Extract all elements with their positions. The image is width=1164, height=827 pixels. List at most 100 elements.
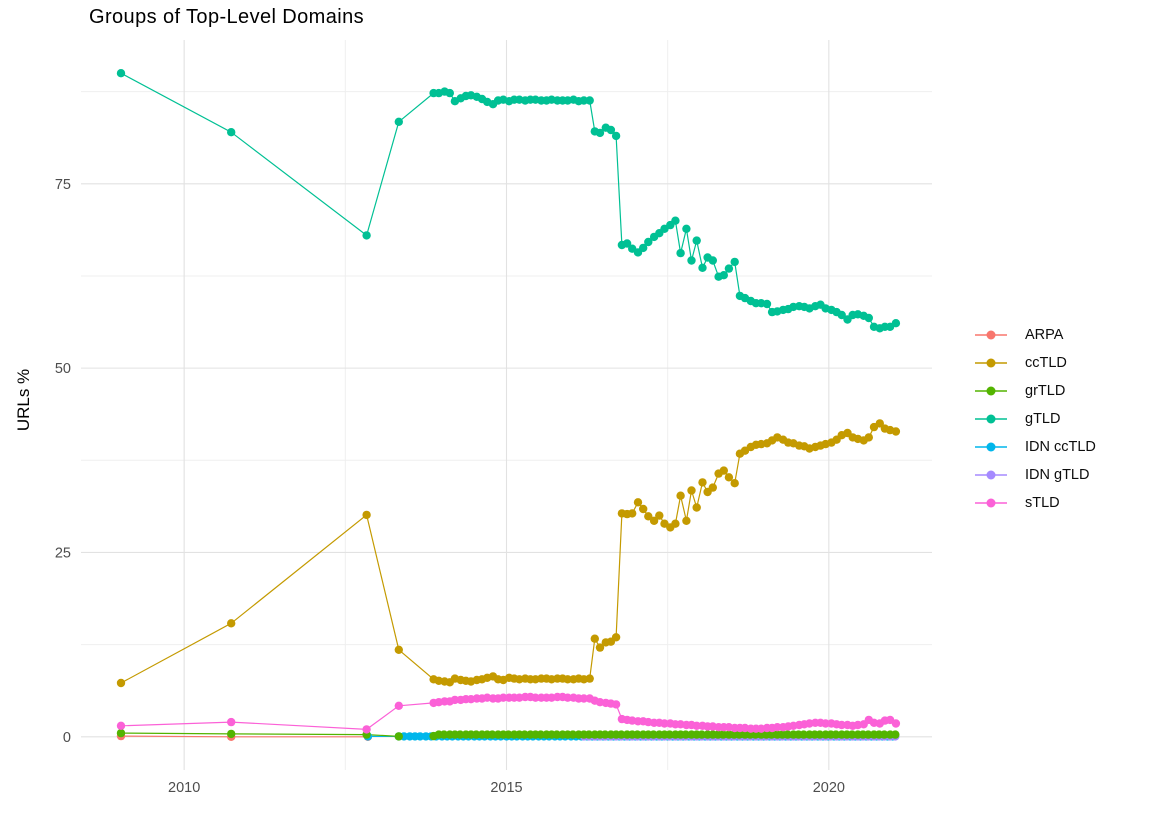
- series-point-gtld: [606, 125, 616, 135]
- series-point-grtld: [488, 730, 497, 739]
- series-point-gtld: [579, 96, 589, 105]
- series-point-grtld: [681, 730, 690, 739]
- series-point-gtld: [622, 239, 632, 248]
- series-point-grtld: [649, 730, 658, 739]
- series-point-cctld: [671, 519, 680, 528]
- series-point-gtld: [708, 256, 717, 265]
- series-point-gtld: [611, 131, 621, 141]
- legend-key-icon: [975, 330, 1007, 340]
- x-tick-label: 2015: [490, 780, 522, 796]
- series-point-gtld: [730, 257, 739, 267]
- legend-key-icon: [975, 358, 1007, 368]
- series-point-grtld: [600, 730, 610, 739]
- series-point-grtld: [617, 730, 626, 739]
- series-point-grtld: [799, 730, 808, 739]
- series-point-grtld: [783, 730, 792, 739]
- series-point-gtld: [682, 224, 691, 233]
- legend: ARPA ccTLD grTLD gTLD IDN ccTLD IDN gTLD sTLD: [974, 321, 1096, 517]
- series-point-idn-cctld: [415, 732, 425, 741]
- series-point-cctld: [639, 504, 648, 514]
- legend-key-dot: [986, 330, 996, 340]
- series-point-gtld: [837, 310, 846, 320]
- series-point-gtld: [116, 69, 126, 78]
- series-point-cctld: [394, 645, 403, 654]
- legend-key-icon: [975, 386, 1007, 396]
- series-point-grtld: [520, 730, 529, 739]
- y-tick-label: 50: [55, 361, 71, 377]
- series-point-cctld: [611, 633, 621, 642]
- legend-label: sTLD: [1025, 495, 1060, 511]
- series-point-gtld: [864, 313, 873, 323]
- y-tick-label: 75: [55, 177, 71, 193]
- series-point-grtld: [536, 730, 545, 739]
- series-point-gtld: [719, 271, 728, 280]
- legend-item-arpa: ARPA: [974, 321, 1096, 349]
- series-point-gtld: [676, 248, 685, 258]
- series-point-stld: [116, 721, 126, 730]
- series-point-grtld: [472, 730, 481, 739]
- series-point-grtld: [718, 730, 728, 739]
- legend-key-dot: [986, 442, 996, 452]
- series-point-grtld: [584, 730, 594, 739]
- series-point-grtld: [665, 730, 674, 739]
- series-point-grtld: [552, 730, 561, 739]
- chart-title: Groups of Top-Level Domains: [89, 6, 365, 28]
- series-point-stld: [579, 694, 589, 703]
- series-point-gtld: [762, 299, 772, 309]
- legend-item-gtld: gTLD: [974, 405, 1096, 433]
- series-line-gtld: [120, 72, 897, 329]
- series-point-cctld: [628, 509, 637, 518]
- legend-key-icon: [975, 442, 1007, 452]
- series-point-grtld: [116, 728, 126, 738]
- series-point-gtld: [445, 88, 454, 98]
- legend-label: ARPA: [1025, 327, 1064, 343]
- series-point-grtld: [864, 730, 873, 739]
- series-point-cctld: [362, 510, 371, 520]
- legend-label: grTLD: [1025, 383, 1066, 399]
- series-point-cctld: [682, 516, 691, 525]
- legend-item-idn-cctld: IDN ccTLD: [974, 433, 1096, 461]
- x-tick-label: 2010: [168, 780, 200, 796]
- legend-label: ccTLD: [1025, 355, 1067, 371]
- legend-key-dot: [986, 498, 996, 508]
- series-point-stld: [531, 693, 540, 702]
- legend-label: gTLD: [1025, 411, 1061, 427]
- series-point-grtld: [455, 730, 465, 739]
- series-point-stld: [692, 721, 701, 730]
- y-tick-label: 0: [63, 730, 71, 746]
- series-point-cctld: [708, 483, 717, 492]
- y-tick-label: 25: [55, 545, 71, 561]
- series-point-cctld: [644, 512, 653, 521]
- series-point-cctld: [724, 473, 734, 482]
- series-point-cctld: [687, 486, 696, 495]
- legend-label: IDN gTLD: [1025, 467, 1090, 483]
- series-point-stld: [394, 701, 403, 710]
- series-point-grtld: [831, 730, 841, 739]
- series-point-cctld: [730, 479, 739, 488]
- series-point-stld: [660, 719, 669, 728]
- series-point-gtld: [227, 128, 236, 137]
- legend-key-dot: [986, 470, 996, 480]
- series-point-gtld: [671, 216, 680, 225]
- series-point-gtld: [362, 231, 371, 240]
- series-line-arpa: [120, 735, 368, 738]
- series-point-cctld: [227, 619, 236, 628]
- legend-item-idn-gtld: IDN gTLD: [974, 461, 1096, 489]
- series-point-stld: [227, 717, 236, 727]
- series-point-stld: [611, 700, 621, 709]
- series-point-stld: [362, 725, 371, 734]
- series-point-cctld: [585, 674, 594, 683]
- series-point-cctld: [698, 478, 707, 487]
- series-point-grtld: [439, 730, 449, 739]
- series-point-gtld: [724, 264, 734, 273]
- series-point-cctld: [875, 419, 884, 428]
- series-point-gtld: [692, 236, 701, 245]
- legend-key-dot: [986, 414, 996, 424]
- series-point-grtld: [504, 730, 513, 739]
- series-point-cctld: [676, 491, 685, 500]
- series-point-gtld: [595, 128, 605, 138]
- series-point-cctld: [864, 433, 873, 442]
- series-point-cctld: [563, 675, 572, 684]
- series-point-grtld: [568, 730, 578, 739]
- series-point-cctld: [891, 427, 901, 436]
